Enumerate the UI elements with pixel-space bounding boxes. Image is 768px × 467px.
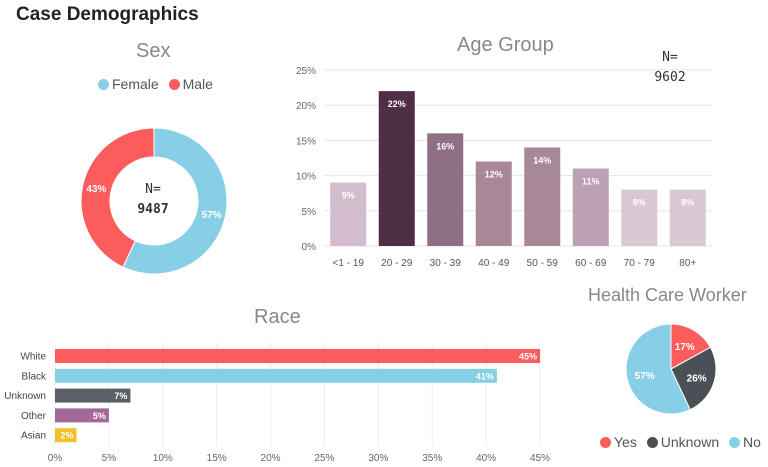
race-chart-title: Race bbox=[254, 306, 301, 328]
legend-label-yes: Yes bbox=[614, 434, 637, 450]
age-xtick-label: 30 - 39 bbox=[430, 258, 462, 269]
age-bar-40-49 bbox=[475, 161, 512, 246]
age-bar-80 bbox=[669, 189, 706, 246]
race-bar-black bbox=[55, 368, 497, 383]
sex-n-value: 9487 bbox=[137, 202, 169, 217]
age-bar-label-80: 8% bbox=[681, 198, 694, 208]
age-ytick-label: 10% bbox=[296, 172, 316, 183]
sex-slice-label-male: 43% bbox=[86, 184, 106, 195]
race-bar-label-white: 45% bbox=[519, 352, 537, 362]
legend-label-female: Female bbox=[112, 76, 159, 92]
race-category-label-other: Other bbox=[21, 411, 47, 422]
race-category-label-black: Black bbox=[22, 371, 47, 382]
legend-item-male[interactable]: Male bbox=[168, 76, 213, 92]
race-bar-asian bbox=[55, 428, 77, 443]
age-xtick-label: <1 - 19 bbox=[333, 258, 365, 269]
age-ytick-label: 0% bbox=[302, 242, 317, 253]
race-xtick-label: 20% bbox=[261, 453, 281, 464]
age-n-prefix: N= bbox=[662, 50, 678, 65]
sex-slice-label-female: 57% bbox=[202, 210, 222, 221]
legend-item-yes[interactable]: Yes bbox=[600, 434, 637, 450]
age-bar-label-30-39: 16% bbox=[436, 141, 454, 151]
race-xtick-label: 10% bbox=[153, 453, 173, 464]
age-n-label: N= 9602 bbox=[640, 48, 700, 88]
age-chart-title: Age Group bbox=[457, 34, 554, 56]
race-bar-unknown bbox=[55, 388, 131, 403]
sex-slice-male bbox=[80, 127, 155, 268]
age-bar-70-79 bbox=[621, 189, 658, 246]
hcw-slice-no bbox=[625, 323, 691, 415]
age-ytick-label: 15% bbox=[296, 136, 316, 147]
race-bar-other bbox=[55, 408, 109, 423]
hcw-slice-unknown bbox=[670, 346, 717, 411]
age-bar-50-59 bbox=[524, 147, 561, 246]
race-bar-label-unknown: 7% bbox=[114, 391, 127, 401]
page-title: Case Demographics bbox=[16, 4, 199, 25]
age-bar-label-60-69: 11% bbox=[582, 177, 600, 187]
sex-n-prefix: N= bbox=[145, 182, 161, 197]
race-xtick-label: 30% bbox=[368, 453, 388, 464]
legend-item-unknown[interactable]: Unknown bbox=[646, 434, 720, 450]
age-bar-30-39 bbox=[427, 133, 464, 246]
age-bar-1-19 bbox=[330, 182, 367, 246]
age-bar-20-29 bbox=[378, 91, 415, 247]
age-xtick-label: 60 - 69 bbox=[575, 258, 607, 269]
hcw-slice-label-unknown: 26% bbox=[687, 373, 707, 384]
age-xtick-label: 80+ bbox=[679, 258, 696, 269]
age-xtick-label: 70 - 79 bbox=[624, 258, 656, 269]
legend-dot-no-icon bbox=[729, 437, 740, 448]
age-bar-label-50-59: 14% bbox=[533, 155, 551, 165]
race-bar-label-black: 41% bbox=[476, 371, 494, 381]
race-category-label-white: White bbox=[20, 352, 46, 363]
age-xtick-label: 40 - 49 bbox=[478, 258, 510, 269]
sex-slice-female bbox=[122, 127, 228, 275]
legend-label-unknown: Unknown bbox=[660, 434, 720, 450]
age-bar-label-40-49: 12% bbox=[485, 170, 503, 180]
age-bar-label-70-79: 8% bbox=[633, 198, 646, 208]
race-bar-label-asian: 2% bbox=[61, 431, 74, 441]
sex-legend: Female Male bbox=[98, 76, 219, 92]
race-xtick-label: 35% bbox=[422, 453, 442, 464]
race-xtick-label: 15% bbox=[207, 453, 227, 464]
sex-n-label: N= 9487 bbox=[123, 180, 183, 220]
legend-label-male: Male bbox=[182, 76, 213, 92]
hcw-slice-label-yes: 17% bbox=[675, 342, 695, 353]
race-category-label-asian: Asian bbox=[21, 431, 46, 442]
age-n-value: 9602 bbox=[654, 70, 686, 85]
age-bar-label-1-19: 9% bbox=[342, 191, 355, 201]
race-xtick-label: 25% bbox=[314, 453, 334, 464]
legend-label-no: No bbox=[743, 434, 761, 450]
race-bar-label-other: 5% bbox=[93, 411, 106, 421]
age-ytick-label: 5% bbox=[302, 207, 317, 218]
sex-chart-title: Sex bbox=[136, 40, 171, 62]
legend-dot-female-icon bbox=[98, 79, 109, 90]
age-ytick-label: 20% bbox=[296, 101, 316, 112]
race-xtick-label: 40% bbox=[476, 453, 496, 464]
race-xtick-label: 45% bbox=[530, 453, 550, 464]
age-bar-label-20-29: 22% bbox=[388, 99, 406, 109]
legend-item-no[interactable]: No bbox=[729, 434, 761, 450]
race-xtick-label: 0% bbox=[48, 453, 63, 464]
race-category-label-unknown: Unknown bbox=[4, 391, 46, 402]
legend-item-female[interactable]: Female bbox=[98, 76, 159, 92]
age-ytick-label: 25% bbox=[296, 66, 316, 77]
race-bar-white bbox=[55, 349, 540, 363]
race-xtick-label: 5% bbox=[102, 453, 117, 464]
legend-dot-male-icon bbox=[168, 79, 180, 90]
legend-dot-yes-icon bbox=[600, 437, 611, 448]
hcw-slice-label-no: 57% bbox=[635, 371, 655, 382]
hcw-chart-title: Health Care Worker bbox=[588, 285, 747, 305]
legend-dot-unknown-icon bbox=[646, 437, 658, 448]
age-bar-60-69 bbox=[572, 168, 609, 246]
hcw-slice-yes bbox=[670, 323, 712, 370]
age-xtick-label: 50 - 59 bbox=[527, 258, 559, 269]
age-xtick-label: 20 - 29 bbox=[381, 258, 413, 269]
hcw-legend: Yes Unknown No bbox=[600, 434, 767, 450]
